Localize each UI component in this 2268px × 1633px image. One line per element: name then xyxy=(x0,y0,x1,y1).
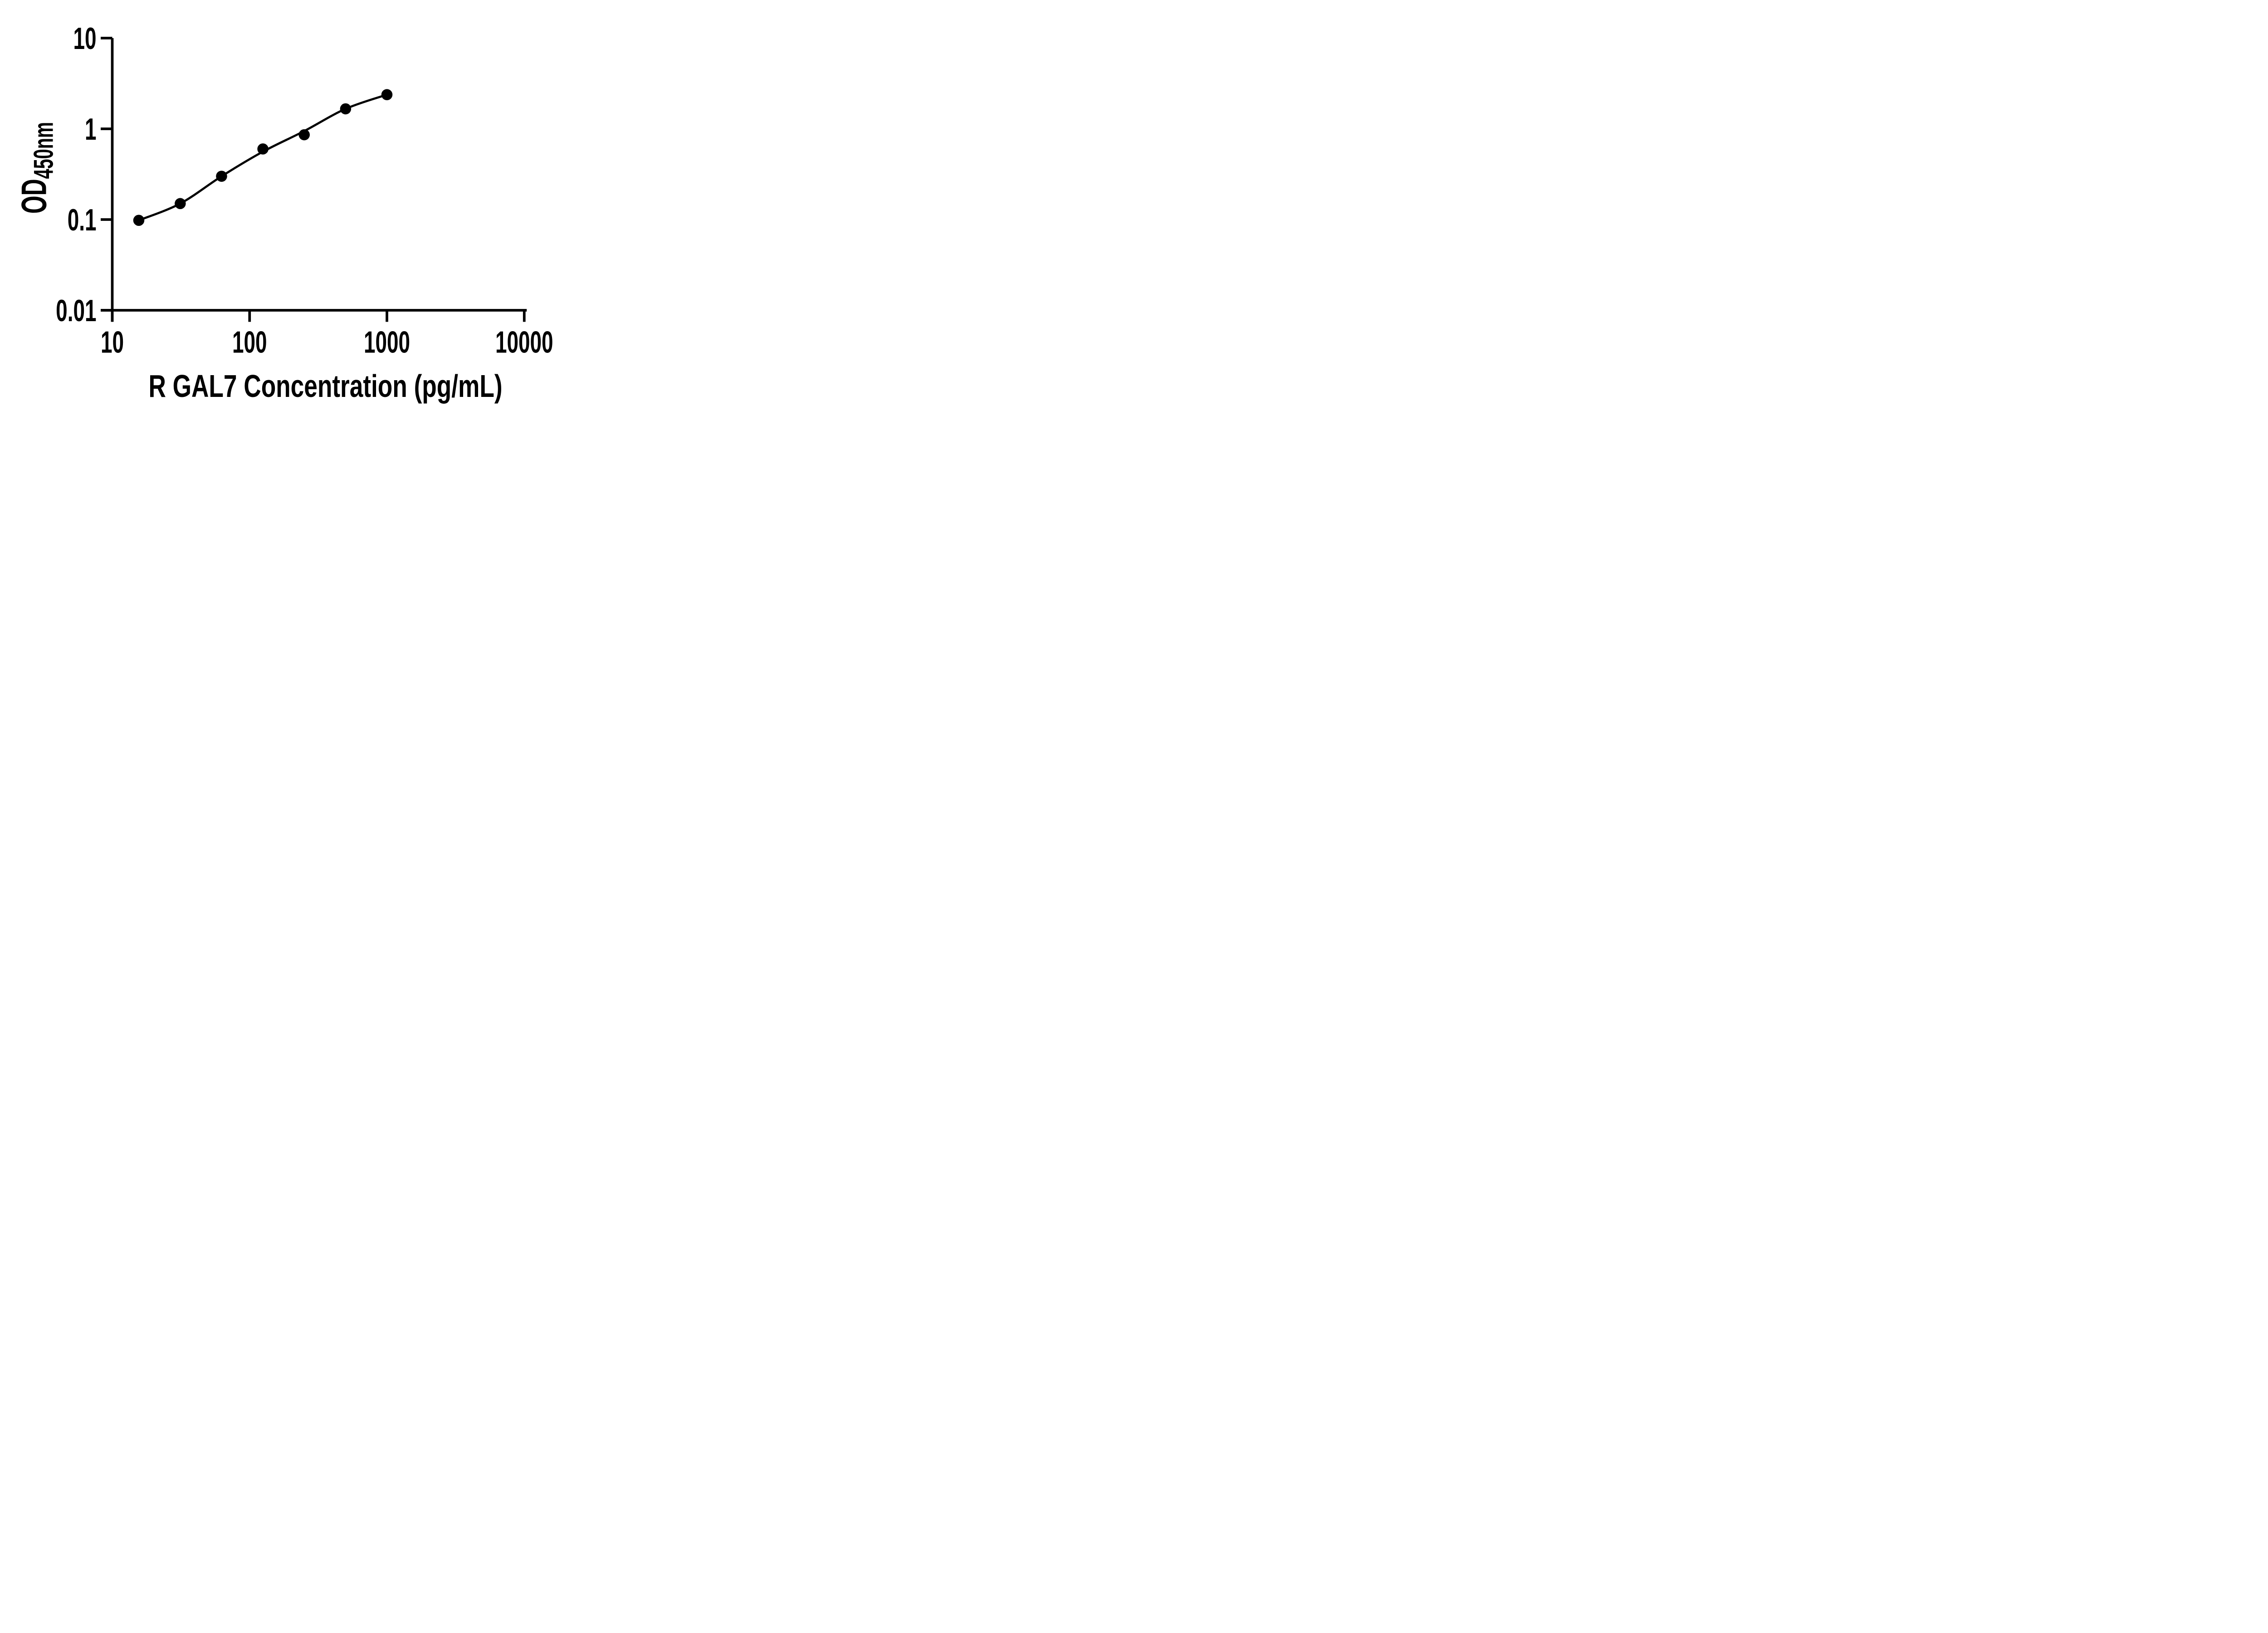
data-point-marker xyxy=(216,171,227,182)
svg-text:0.1: 0.1 xyxy=(68,203,97,237)
x-axis-title: R GAL7 Concentration (pg/mL) xyxy=(148,369,502,404)
svg-text:10000: 10000 xyxy=(495,326,553,360)
svg-text:10: 10 xyxy=(101,326,124,360)
y-tick-label: 0.01 xyxy=(56,294,96,328)
y-tick-label: 10 xyxy=(73,22,96,56)
y-axis-title-text: OD450nm xyxy=(15,122,59,214)
chart-canvas: 10 1 0.1 0.01 10 100 1000 10000 R GAL7 Concent… xyxy=(0,0,583,408)
x-axis-tick-labels: 10 100 1000 10000 xyxy=(101,326,553,360)
data-point-markers xyxy=(133,89,393,226)
x-tick-label: 100 xyxy=(232,326,267,360)
y-axis-ticks xyxy=(101,37,112,312)
data-point-marker xyxy=(257,143,269,155)
y-axis-title: OD450nm xyxy=(15,122,59,214)
svg-text:1: 1 xyxy=(85,112,97,147)
svg-text:1000: 1000 xyxy=(364,326,410,360)
x-tick-label: 1000 xyxy=(364,326,410,360)
y-axis-tick-labels: 10 1 0.1 0.01 xyxy=(56,22,96,328)
data-point-marker xyxy=(175,198,186,210)
y-tick-label: 1 xyxy=(85,112,97,147)
elisa-standard-curve-figure: 10 1 0.1 0.01 10 100 1000 10000 R GAL7 Concent… xyxy=(0,0,583,408)
x-tick-label: 10000 xyxy=(495,326,553,360)
data-point-marker xyxy=(381,89,393,100)
x-axis-ticks xyxy=(111,310,526,322)
plot-background xyxy=(0,0,583,408)
data-point-marker xyxy=(133,215,145,226)
svg-text:OD450nm: OD450nm xyxy=(15,122,59,214)
y-tick-label: 0.1 xyxy=(68,203,97,237)
x-axis-title-text: R GAL7 Concentration (pg/mL) xyxy=(148,369,502,404)
x-tick-label: 10 xyxy=(101,326,124,360)
svg-text:10: 10 xyxy=(73,22,96,56)
data-point-marker xyxy=(298,129,310,141)
svg-text:100: 100 xyxy=(232,326,267,360)
svg-text:0.01: 0.01 xyxy=(56,294,96,328)
svg-text:R GAL7 Concentration (pg/mL): R GAL7 Concentration (pg/mL) xyxy=(148,369,502,404)
data-point-marker xyxy=(340,103,352,115)
